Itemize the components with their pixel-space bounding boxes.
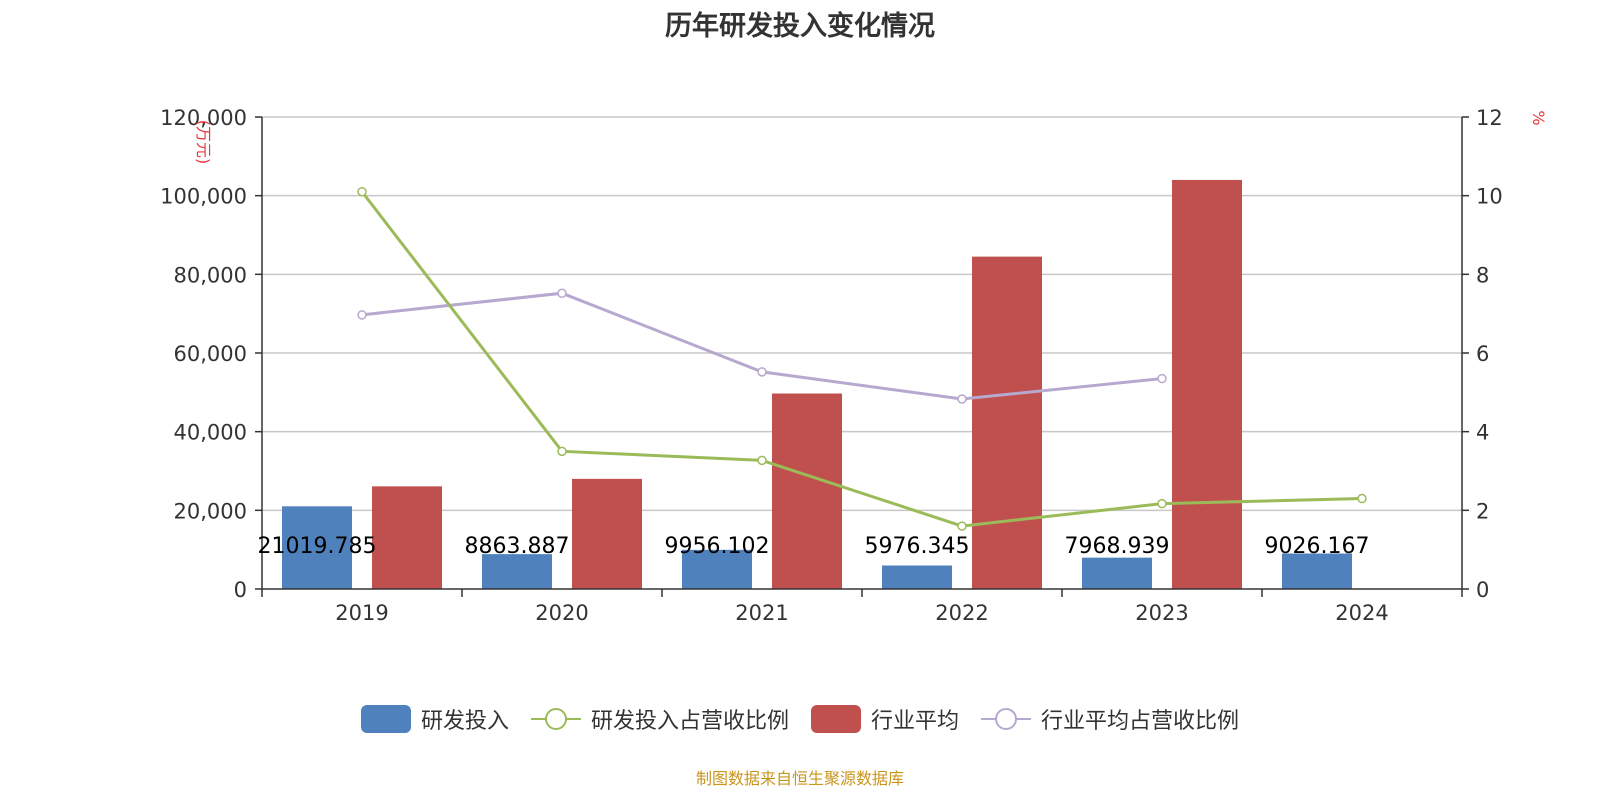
- bar-rd-2023: [1082, 557, 1152, 589]
- point-industry-ratio-2019: [357, 310, 367, 320]
- legend-label: 研发投入占营收比例: [590, 709, 789, 734]
- bar-rd-2024: [1282, 553, 1352, 589]
- source-note: 制图数据来自恒生聚源数据库: [695, 769, 904, 788]
- data-labels: 21019.785 8863.887 9956.102 5976.345 7968.93…: [258, 534, 1370, 559]
- bar-rd-2021: [682, 549, 752, 589]
- y-right-unit: %: [1529, 110, 1548, 125]
- bar-industry-2020: [572, 478, 642, 589]
- x-tick-label: 2022: [935, 601, 988, 625]
- y-right-tick-label: 12: [1476, 106, 1503, 130]
- y-left-tick-label: 40,000: [174, 421, 247, 445]
- point-rd-ratio-2019: [357, 186, 367, 197]
- y-right-tick-label: 6: [1476, 342, 1489, 366]
- bar-rd-2020: [482, 554, 552, 589]
- point-rd-ratio-2022: [957, 521, 967, 531]
- point-rd-ratio-2024: [1357, 493, 1367, 504]
- bar-industry-2022: [972, 256, 1042, 589]
- legend-line-swatch: [530, 708, 581, 730]
- y-left-tick-label: 60,000: [174, 342, 247, 366]
- y-left-tick-label: 0: [234, 578, 247, 602]
- legend-label: 行业平均占营收比例: [1041, 709, 1240, 734]
- legend-item-rd[interactable]: 研发投入: [360, 703, 509, 735]
- y-left-unit: (万元): [194, 120, 213, 165]
- point-rd-ratio-2023: [1157, 498, 1167, 509]
- bar-industry-2019: [372, 486, 442, 589]
- legend-item-rd-ratio[interactable]: 研发投入占营收比例: [530, 703, 789, 735]
- bar-label-rd-2020: 8863.887: [465, 534, 570, 559]
- chart-title: 历年研发投入变化情况: [665, 11, 935, 42]
- point-industry-ratio-2020: [557, 288, 567, 298]
- bar-label-rd-2024: 9026.167: [1265, 534, 1370, 559]
- x-tick-label: 2024: [1335, 601, 1388, 625]
- x-tick-label: 2021: [735, 601, 788, 625]
- y-right-tick-label: 2: [1476, 499, 1489, 523]
- line-rd-ratio: [360, 190, 1363, 528]
- bar-label-rd-2019: 21019.785: [258, 534, 377, 559]
- point-industry-ratio-2023: [1157, 373, 1167, 384]
- bar-rd-2022: [882, 565, 952, 589]
- y-right-tick-label: 4: [1476, 421, 1489, 445]
- y-left-tick-label: 80,000: [174, 263, 247, 287]
- grid-lines: [262, 116, 1462, 512]
- axes: 0 20,000 40,000 60,000 80,000 100,000 120,000 0…: [160, 106, 1548, 625]
- bar-industry-2023: [1172, 179, 1242, 589]
- x-tick-label: 2023: [1135, 601, 1188, 625]
- bar-label-rd-2022: 5976.345: [865, 534, 970, 559]
- legend-label: 研发投入: [420, 709, 509, 734]
- bars: [282, 179, 1352, 589]
- legend-swatch: [360, 705, 411, 733]
- point-industry-ratio-2022: [957, 394, 967, 404]
- point-industry-ratio-2021: [757, 367, 767, 377]
- bar-rd-2019: [282, 506, 352, 589]
- y-right-tick-label: 10: [1476, 185, 1503, 209]
- y-left-tick-label: 100,000: [160, 185, 247, 209]
- x-tick-label: 2020: [535, 601, 588, 625]
- legend-item-industry[interactable]: 行业平均: [811, 703, 959, 735]
- bar-industry-2021: [772, 393, 842, 589]
- y-right-tick-label: 8: [1476, 263, 1489, 287]
- legend: 研发投入 研发投入占营收比例 行业平均 行业平均占营收比例: [0, 703, 1600, 735]
- point-rd-ratio-2021: [757, 455, 767, 466]
- y-right-tick-label: 0: [1476, 578, 1489, 602]
- legend-line-swatch: [981, 708, 1032, 730]
- bar-label-rd-2021: 9956.102: [665, 534, 770, 559]
- y-left-tick-label: 120,000: [160, 106, 247, 130]
- bar-label-rd-2023: 7968.939: [1065, 534, 1170, 559]
- legend-item-industry-ratio[interactable]: 行业平均占营收比例: [981, 703, 1239, 735]
- point-rd-ratio-2020: [557, 446, 567, 457]
- legend-label: 行业平均: [871, 709, 960, 734]
- legend-swatch: [811, 705, 861, 733]
- lines: [357, 186, 1367, 531]
- y-left-tick-label: 20,000: [174, 499, 247, 523]
- x-tick-label: 2019: [335, 601, 388, 625]
